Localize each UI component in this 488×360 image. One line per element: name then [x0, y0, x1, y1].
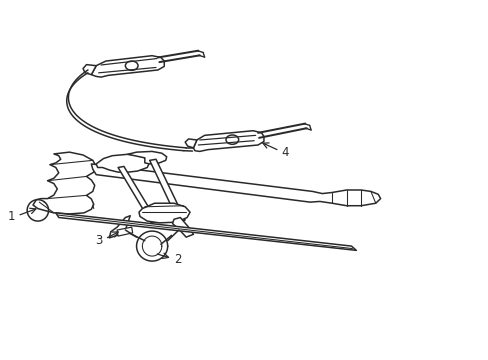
Polygon shape [117, 227, 132, 236]
Polygon shape [193, 131, 264, 152]
Polygon shape [33, 152, 96, 214]
Polygon shape [91, 164, 380, 206]
Text: 3: 3 [95, 234, 102, 247]
Text: 2: 2 [174, 253, 182, 266]
Polygon shape [127, 152, 166, 164]
Polygon shape [118, 166, 157, 223]
Text: 4: 4 [281, 146, 288, 159]
Text: 1: 1 [7, 210, 15, 223]
Polygon shape [96, 154, 149, 172]
Polygon shape [56, 213, 356, 250]
Polygon shape [172, 217, 193, 237]
Polygon shape [83, 64, 96, 75]
Polygon shape [109, 216, 130, 238]
Polygon shape [185, 139, 197, 148]
Polygon shape [149, 159, 185, 222]
Polygon shape [139, 203, 190, 223]
Polygon shape [91, 56, 164, 77]
